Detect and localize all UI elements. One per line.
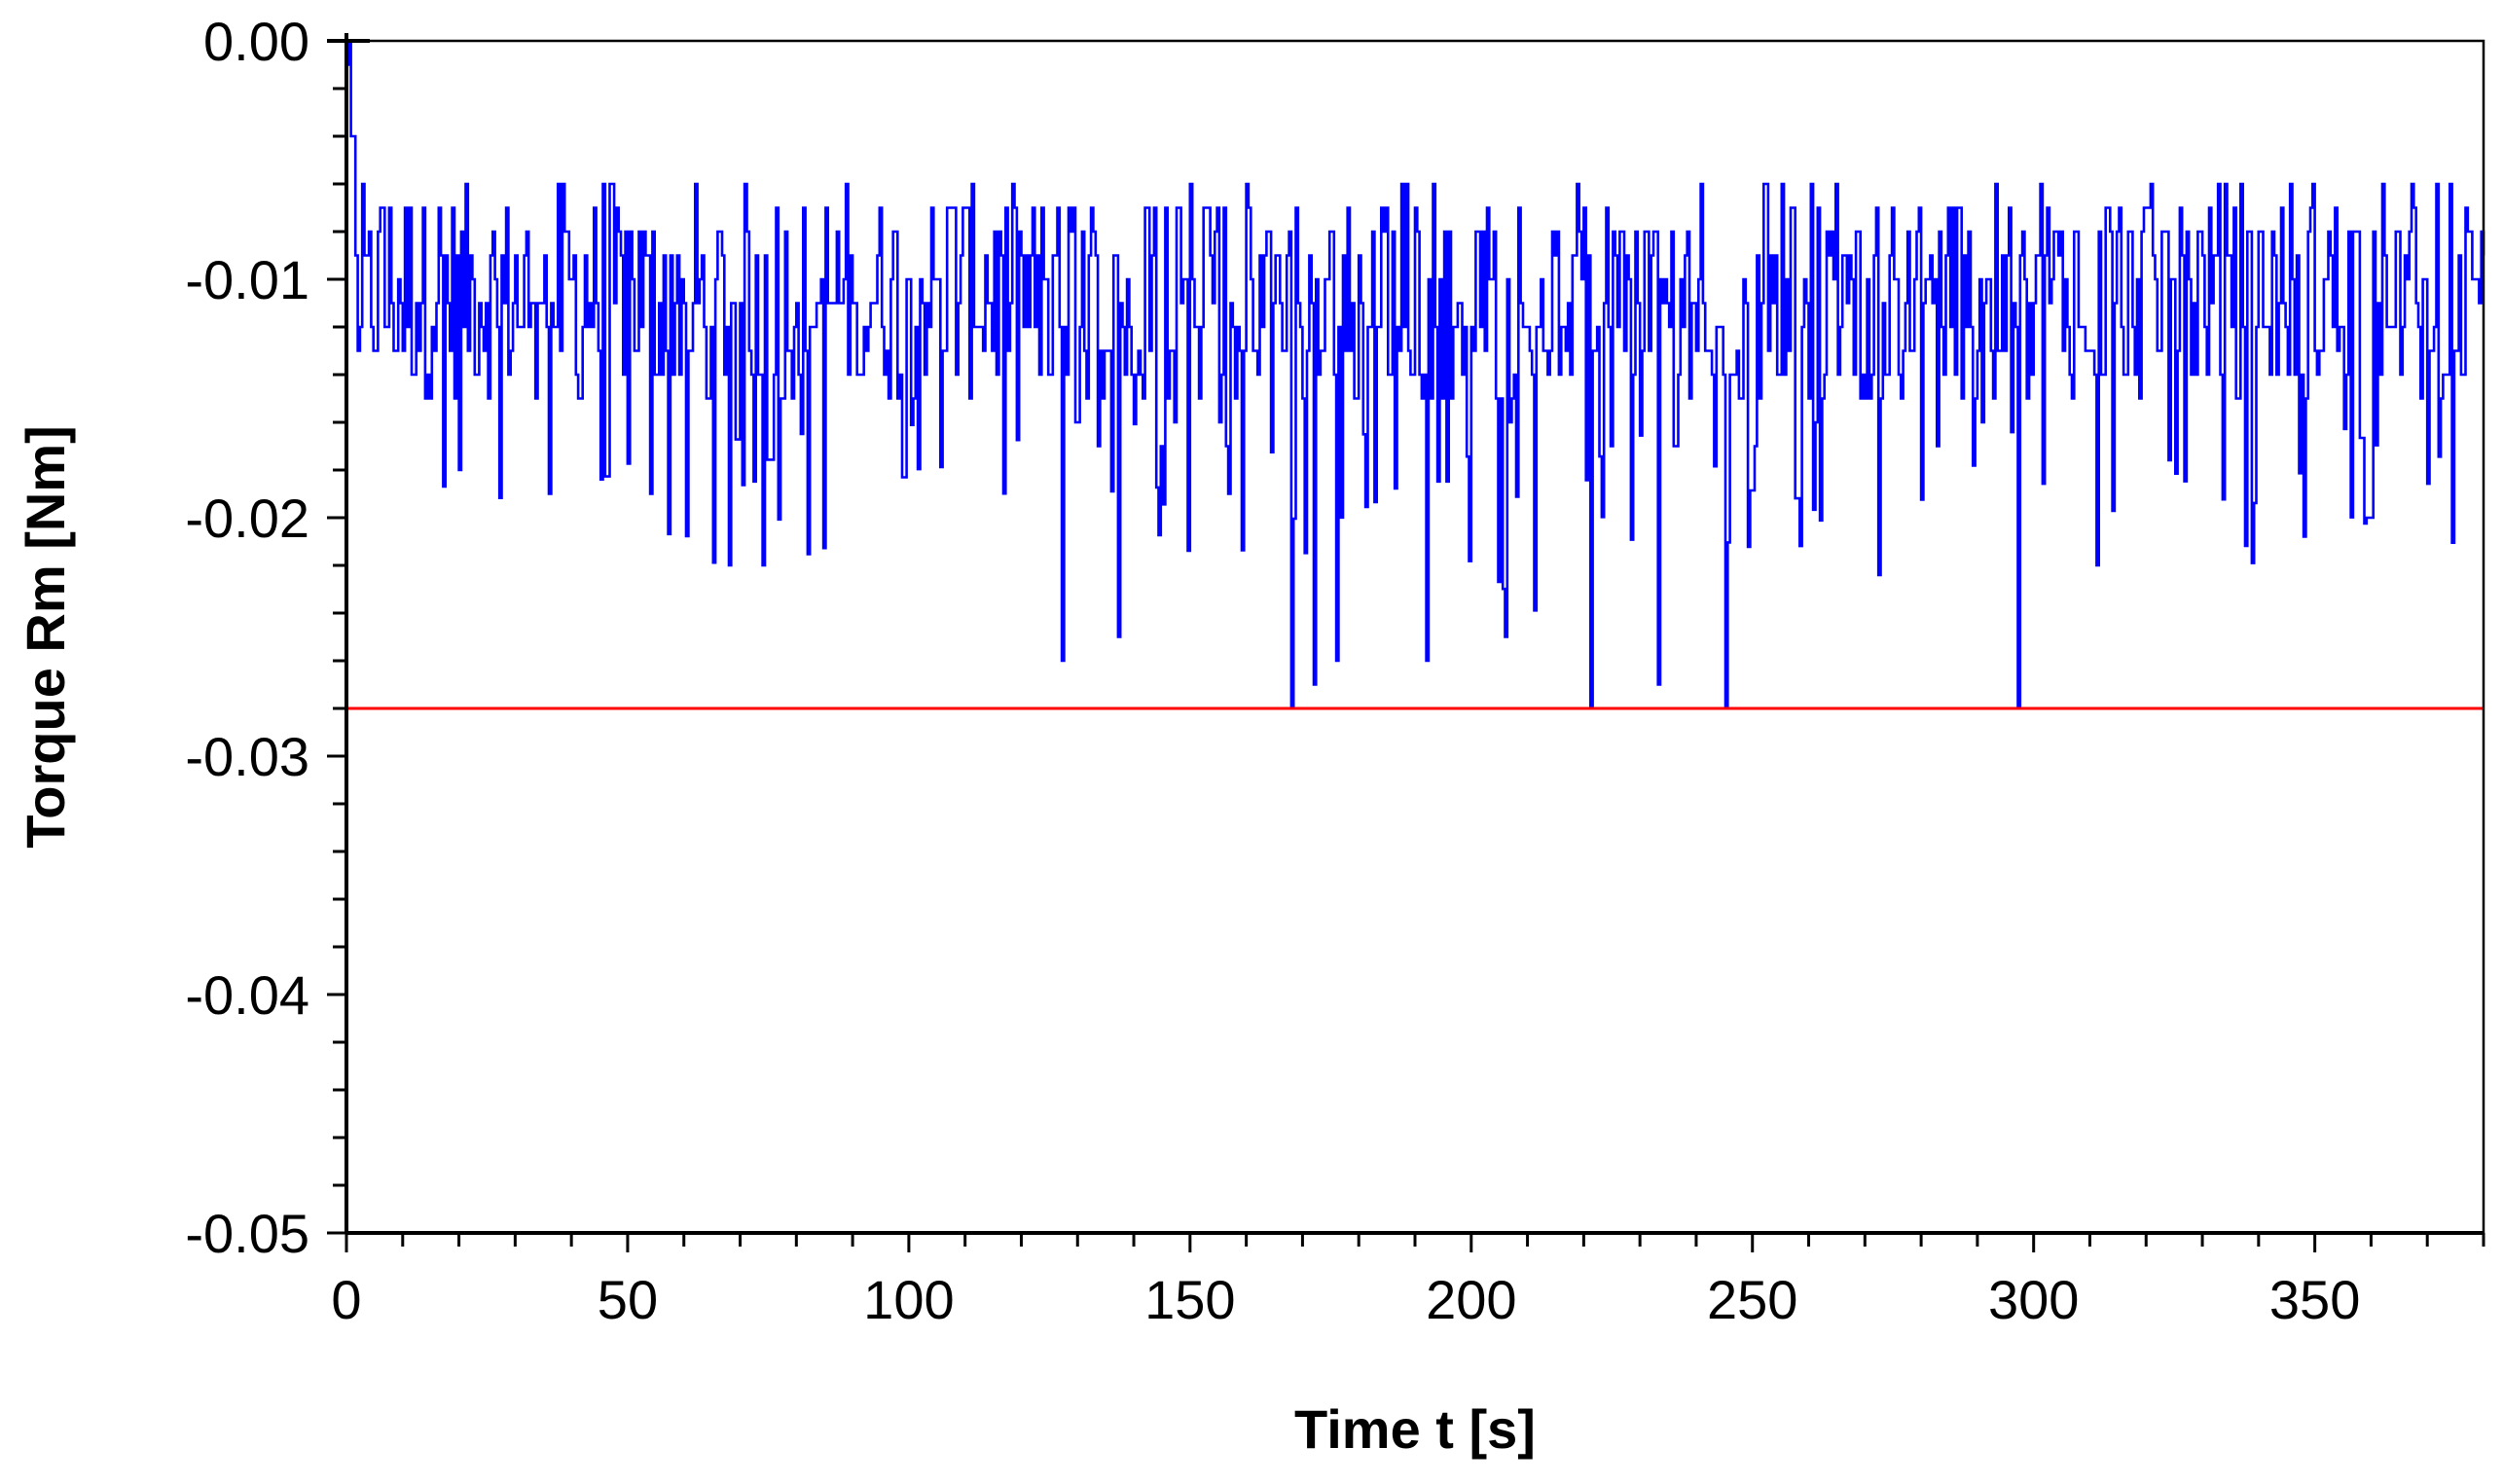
x-tick-label: 250 — [1707, 1269, 1797, 1330]
x-tick-label: 50 — [598, 1269, 658, 1330]
y-tick-label: -0.03 — [185, 726, 309, 787]
y-tick-label: 0.00 — [203, 11, 309, 72]
y-axis-title: Torque Rm [Nm] — [15, 425, 76, 849]
torque-series-line — [346, 39, 2485, 710]
axes — [327, 33, 2485, 1252]
x-tick-label: 300 — [1988, 1269, 2079, 1330]
plot-area — [346, 39, 2485, 710]
x-tick-label: 350 — [2269, 1269, 2360, 1330]
tick-labels: 0 50 100 150 200 250 300 350 0.00 -0.01 -0.02 -0.03… — [185, 11, 2360, 1330]
y-tick-label: -0.02 — [185, 488, 309, 549]
y-tick-label: -0.05 — [185, 1203, 309, 1264]
y-tick-label: -0.04 — [185, 964, 309, 1026]
x-tick-label: 0 — [331, 1269, 361, 1330]
y-tick-label: -0.01 — [185, 249, 309, 310]
x-tick-label: 100 — [863, 1269, 954, 1330]
x-tick-label: 150 — [1144, 1269, 1235, 1330]
x-axis-title: Time t [s] — [1294, 1398, 1536, 1460]
x-tick-label: 200 — [1426, 1269, 1516, 1330]
